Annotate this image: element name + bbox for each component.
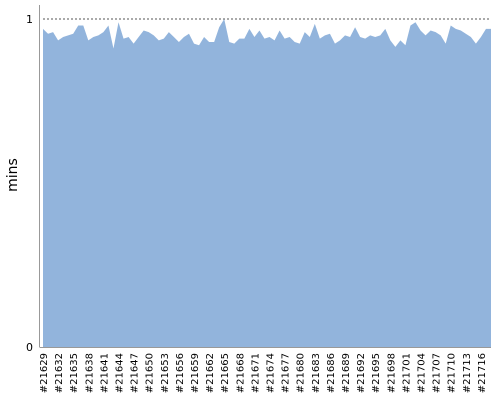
y-axis-ticks: 01 <box>26 13 33 354</box>
x-tick-label: #21689 <box>341 353 352 393</box>
x-tick-label: #21656 <box>175 353 186 393</box>
x-tick-label: #21695 <box>371 353 382 393</box>
x-tick-label: #21668 <box>235 353 246 393</box>
x-tick-label: #21674 <box>266 353 277 393</box>
x-tick-label: #21644 <box>115 353 126 393</box>
x-tick-label: #21680 <box>296 353 307 393</box>
x-tick-label: #21635 <box>69 353 80 393</box>
x-tick-label: #21659 <box>190 353 201 393</box>
x-tick-label: #21707 <box>432 353 443 393</box>
x-tick-label: #21704 <box>417 353 428 393</box>
x-tick-label: #21698 <box>386 353 397 393</box>
x-tick-label: #21650 <box>145 353 156 393</box>
y-tick-label: 0 <box>26 341 33 354</box>
x-tick-label: #21632 <box>54 353 65 393</box>
x-tick-label: #21692 <box>356 353 367 393</box>
x-tick-label: #21641 <box>99 353 110 393</box>
x-tick-label: #21662 <box>205 353 216 393</box>
x-tick-label: #21716 <box>477 353 488 393</box>
x-tick-label: #21713 <box>462 353 473 393</box>
y-axis-label: mins <box>5 158 21 192</box>
x-tick-label: #21683 <box>311 353 322 393</box>
x-tick-label: #21671 <box>250 353 261 393</box>
x-tick-label: #21638 <box>84 353 95 393</box>
area-series <box>43 19 491 347</box>
x-tick-label: #21710 <box>447 353 458 393</box>
x-tick-label: #21701 <box>401 353 412 393</box>
x-tick-label: #21653 <box>160 353 171 393</box>
x-tick-label: #21677 <box>281 353 292 393</box>
y-tick-label: 1 <box>26 13 33 26</box>
x-tick-label: #21686 <box>326 353 337 393</box>
x-tick-label: #21629 <box>39 353 50 393</box>
x-tick-label: #21665 <box>220 353 231 393</box>
x-axis-ticks: #21629 #21632 #21635 #21638 #21641 #21644 #216… <box>39 353 488 393</box>
x-tick-label: #21647 <box>130 353 141 393</box>
